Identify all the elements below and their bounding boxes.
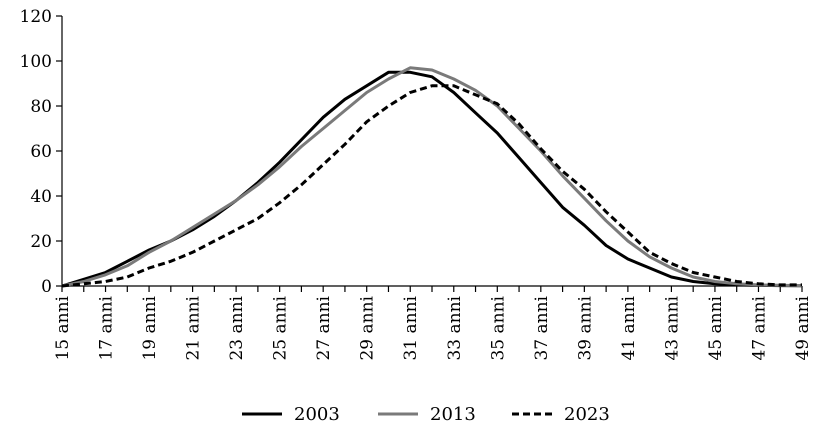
y-tick-label: 120 (20, 7, 52, 27)
x-tick-label: 41 anni (619, 295, 639, 360)
x-tick-label: 29 anni (358, 295, 378, 360)
series-lines (61, 66, 803, 288)
x-tick-label: 39 anni (575, 295, 595, 360)
series-line-2013 (61, 66, 803, 288)
x-tick-label: 45 anni (706, 295, 726, 360)
x-tick-label: 27 anni (314, 295, 334, 360)
x-tick-label: 47 anni (749, 295, 769, 360)
x-tick-label: 49 anni (793, 295, 813, 360)
y-tick-label: 20 (30, 232, 52, 252)
y-tick-label: 100 (20, 52, 52, 72)
y-tick-label: 80 (30, 97, 52, 117)
legend-label-2023: 2023 (564, 404, 610, 425)
series-line-2023 (61, 84, 802, 288)
x-tick-label: 35 anni (488, 295, 508, 360)
y-axis: 0 20 40 60 80 100 120 (20, 7, 63, 297)
legend-label-2003: 2003 (294, 404, 340, 425)
y-tick-label: 60 (30, 142, 52, 162)
x-tick-label: 15 anni (53, 295, 73, 360)
x-tick-label: 23 anni (227, 295, 247, 360)
y-tick-label: 0 (41, 277, 52, 297)
x-tick-label: 31 anni (401, 295, 421, 360)
x-tick-label: 25 anni (271, 295, 291, 360)
x-tick-label: 43 anni (662, 295, 682, 360)
legend-label-2013: 2013 (430, 404, 476, 425)
x-axis: 15 anni 17 anni 19 anni 21 anni 23 anni 25 an… (53, 285, 813, 361)
series-line-2003 (61, 70, 803, 288)
x-tick-label: 37 anni (532, 295, 552, 360)
y-tick-label: 40 (30, 187, 52, 207)
x-tick-label: 21 anni (184, 295, 204, 360)
x-tick-label: 33 anni (445, 295, 465, 360)
x-tick-label: 17 anni (97, 295, 117, 360)
legend: 2003 2013 2023 (242, 404, 610, 425)
x-tick-label: 19 anni (140, 295, 160, 360)
